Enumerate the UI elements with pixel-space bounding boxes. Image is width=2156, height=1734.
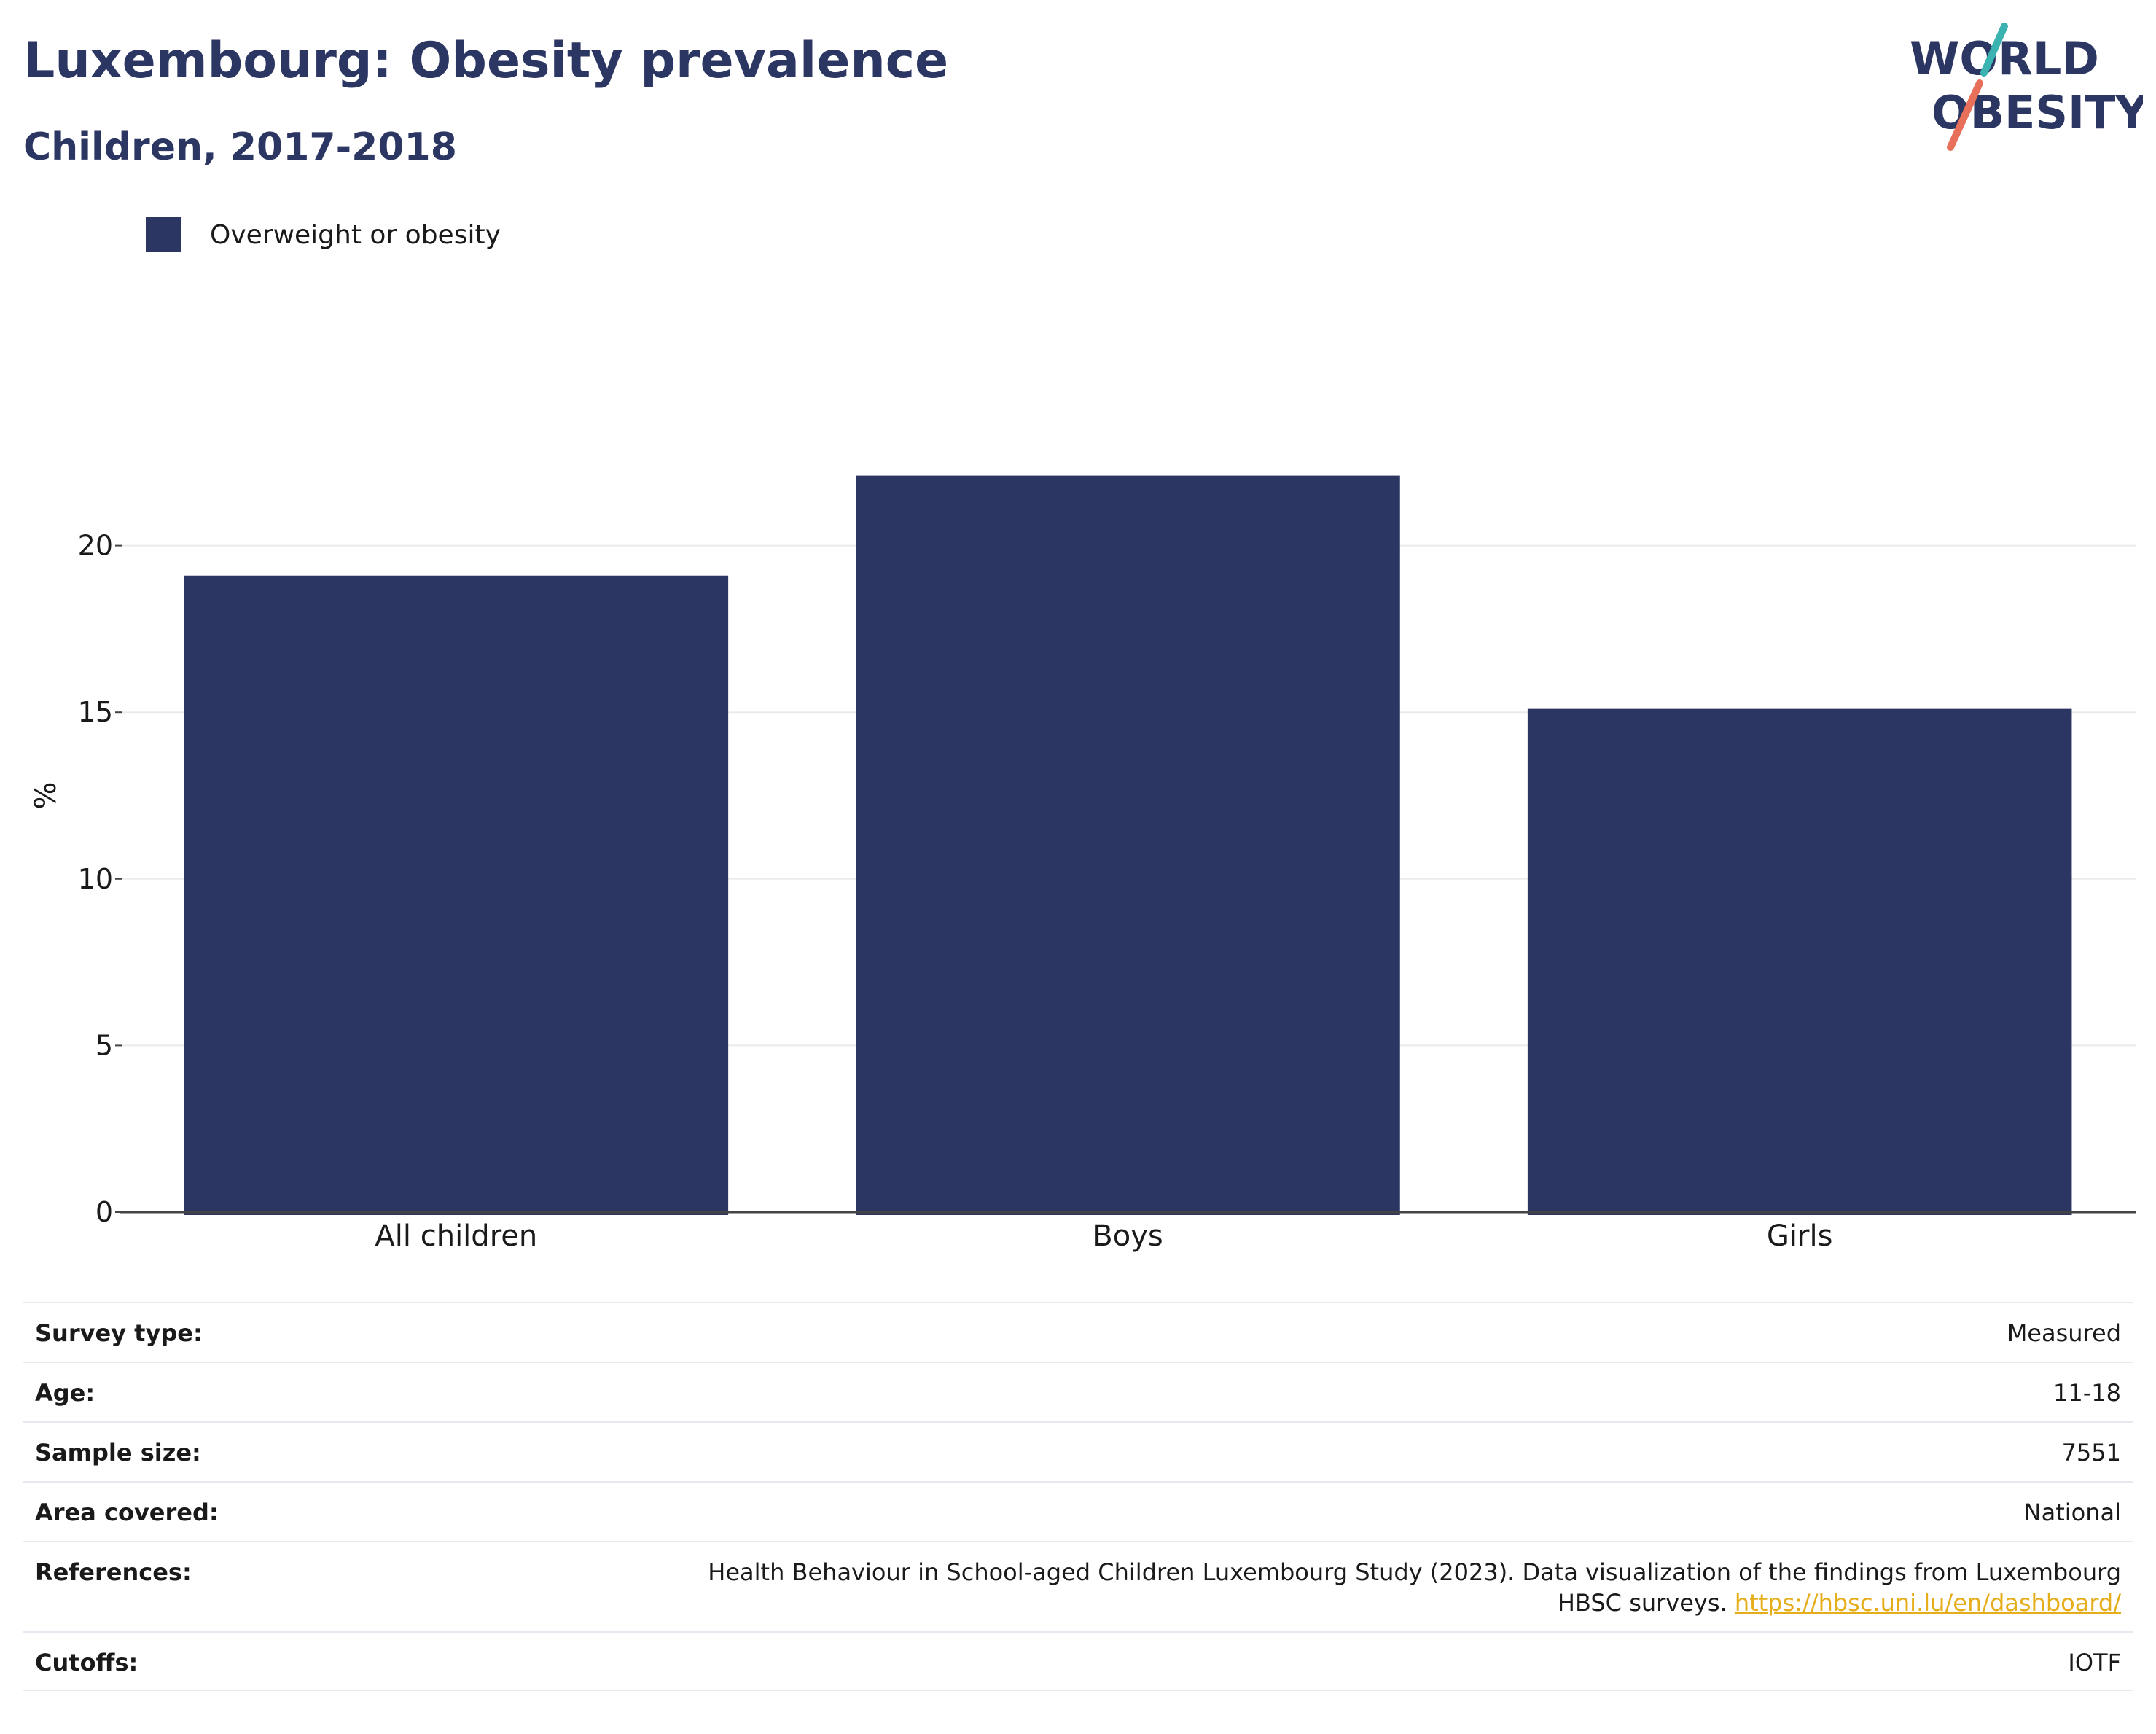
logo-slash-coral: [1947, 79, 1983, 151]
meta-row: Sample size: 7551: [23, 1421, 2133, 1481]
survey-details-table: Survey type: Measured Age: 11-18 Sample size…: [23, 1302, 2133, 1691]
meta-row: Cutoffs: IOTF: [23, 1631, 2133, 1691]
y-axis-label: %: [29, 781, 63, 809]
meta-row: References: Health Behaviour in School-ag…: [23, 1541, 2133, 1631]
y-tick-label: 10: [78, 863, 113, 895]
meta-label: Cutoffs:: [35, 1649, 138, 1676]
meta-label: Sample size:: [35, 1439, 201, 1467]
reference-link[interactable]: https://hbsc.uni.lu/en/dashboard/: [1734, 1589, 2121, 1617]
legend-swatch: [146, 217, 181, 252]
meta-row: Age: 11-18: [23, 1362, 2133, 1421]
bar-girls: [1527, 708, 2072, 1215]
meta-row: Area covered: National: [23, 1481, 2133, 1541]
meta-value: Measured: [2007, 1319, 2121, 1347]
y-tick-label: 20: [78, 530, 113, 562]
x-tick-label: Boys: [1093, 1219, 1163, 1253]
meta-value: Health Behaviour in School-aged Children…: [708, 1558, 2121, 1617]
meta-label: Area covered:: [35, 1499, 219, 1526]
page-subtitle: Children, 2017-2018: [23, 125, 457, 169]
y-tick-label: 0: [95, 1196, 113, 1228]
meta-value: 11-18: [2053, 1379, 2121, 1407]
meta-row: Survey type: Measured: [23, 1302, 2133, 1362]
logo-line-world: WORLD: [1910, 32, 2099, 85]
meta-label: Age:: [35, 1379, 95, 1407]
meta-value: IOTF: [2068, 1649, 2121, 1676]
world-obesity-logo: WORLD OBESITY: [1910, 23, 2143, 151]
bar-boys: [856, 475, 1400, 1215]
y-tick-label: 5: [95, 1029, 113, 1061]
chart-legend: Overweight or obesity: [146, 217, 501, 252]
y-tick-label: 15: [78, 696, 113, 728]
x-tick-label: All children: [375, 1219, 537, 1253]
bar-all-children: [184, 575, 729, 1215]
meta-value: National: [2023, 1499, 2121, 1526]
page-title: Luxembourg: Obesity prevalence: [23, 32, 949, 90]
meta-value: 7551: [2061, 1439, 2121, 1467]
logo-slash-teal: [1980, 23, 2008, 77]
meta-label: Survey type:: [35, 1319, 203, 1347]
legend-label: Overweight or obesity: [210, 219, 501, 250]
x-tick-label: Girls: [1767, 1219, 1833, 1253]
bar-chart: 0 5 10 15 20% All children Boys Girls: [29, 475, 2136, 1253]
meta-label: References:: [35, 1558, 192, 1586]
